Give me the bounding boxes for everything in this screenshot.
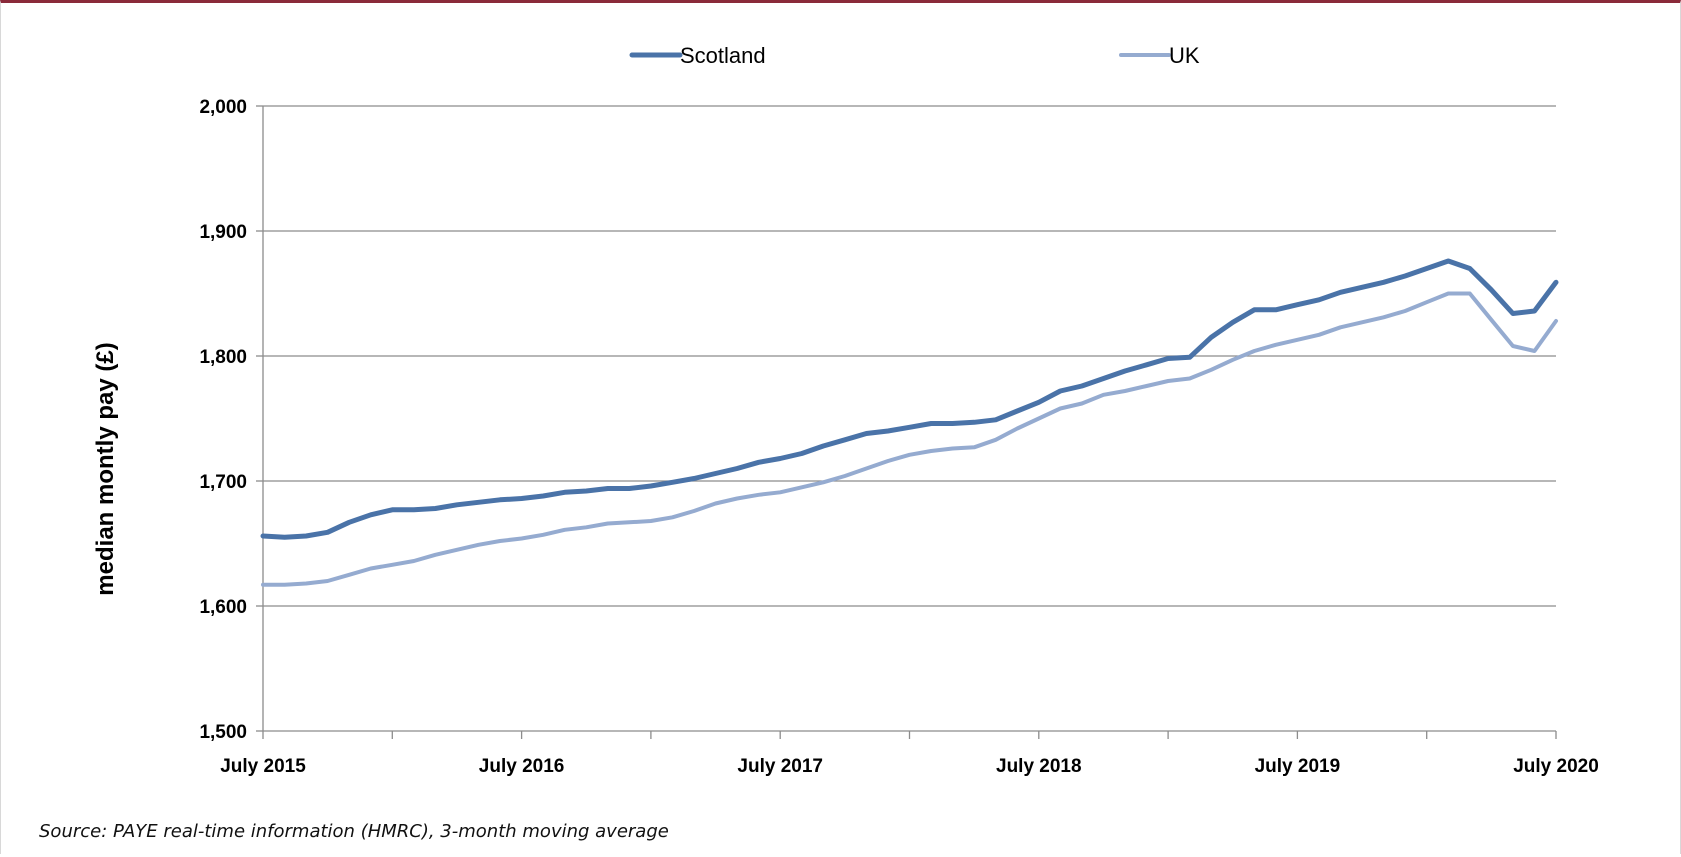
y-tick-label: 1,600: [199, 597, 247, 618]
x-tick-label: July 2015: [220, 756, 306, 777]
line-chart: 1,500 1,600 1,700 1,800 1,900 2,000 July 2015…: [1, 3, 1681, 857]
series-lines: [263, 261, 1556, 585]
x-tick-label: July 2016: [479, 756, 565, 777]
series-line-uk: [263, 294, 1556, 585]
y-tick-label: 2,000: [199, 97, 247, 118]
source-note: Source: PAYE real-time information (HMRC…: [39, 821, 669, 842]
gridlines: [263, 106, 1556, 606]
y-tick-label: 1,700: [199, 472, 247, 493]
series-line-scotland: [263, 261, 1556, 537]
legend-label-uk: UK: [1169, 43, 1200, 68]
legend-label-scotland: Scotland: [680, 43, 766, 68]
x-tick-label: July 2018: [996, 756, 1082, 777]
axes: [256, 106, 1556, 739]
x-tick-label: July 2017: [737, 756, 823, 777]
y-tick-labels: 1,500 1,600 1,700 1,800 1,900 2,000: [199, 97, 247, 743]
y-tick-label: 1,500: [199, 722, 247, 743]
y-tick-label: 1,900: [199, 222, 247, 243]
legend: Scotland UK: [632, 43, 1200, 68]
x-tick-labels: July 2015 July 2016 July 2017 July 2018 July…: [220, 756, 1599, 777]
y-axis-title: median montly pay (£): [92, 342, 119, 595]
x-tick-label: July 2020: [1513, 756, 1599, 777]
y-tick-label: 1,800: [199, 347, 247, 368]
x-tick-label: July 2019: [1255, 756, 1341, 777]
